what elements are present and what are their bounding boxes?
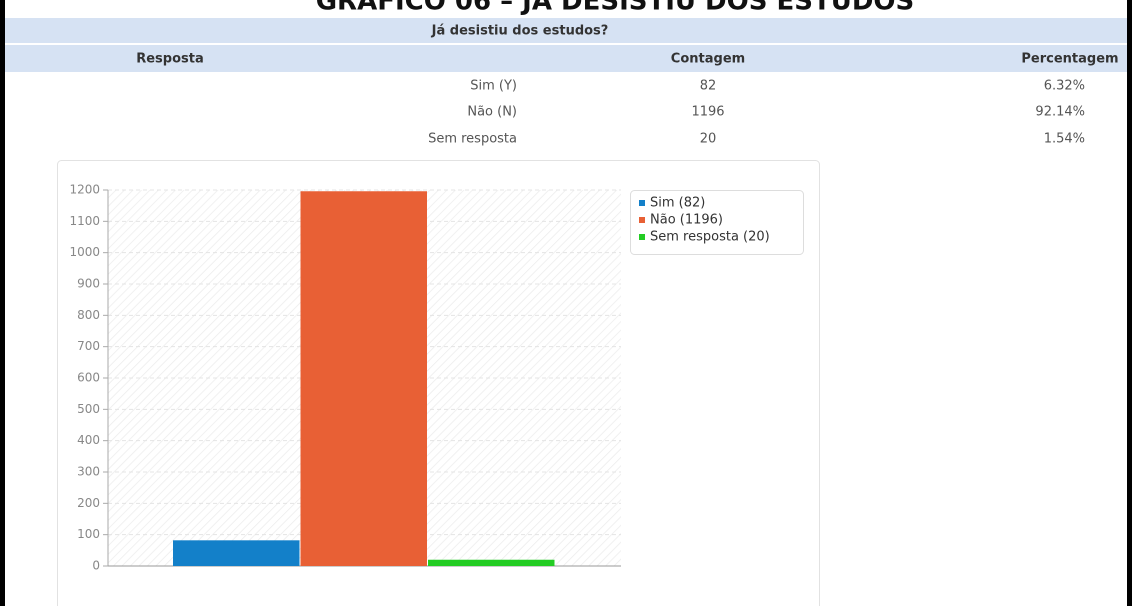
column-header: Percentagem — [1021, 52, 1118, 67]
y-tick-label: 600 — [77, 371, 100, 385]
column-header: Resposta — [136, 52, 204, 67]
table-title: Já desistiu dos estudos? — [431, 24, 609, 39]
legend-label: Não (1196) — [650, 213, 723, 228]
bar — [173, 540, 300, 566]
heading: GRÁFICO 06 – JÁ DESISTIU DOS ESTUDOS — [316, 0, 915, 17]
row-count: 1196 — [691, 105, 724, 120]
row-percent: 6.32% — [1044, 79, 1085, 94]
table-header-row — [5, 45, 1127, 72]
y-tick-label: 400 — [77, 433, 100, 447]
legend-box — [630, 190, 804, 255]
bar — [428, 559, 555, 566]
bar — [300, 191, 427, 566]
column-header: Contagem — [671, 52, 745, 67]
y-tick-label: 500 — [77, 402, 100, 416]
row-label: Não (N) — [467, 105, 517, 120]
y-tick-label: 900 — [77, 277, 100, 291]
legend-label: Sem resposta (20) — [650, 230, 770, 245]
y-tick-label: 200 — [77, 496, 100, 510]
legend-swatch — [639, 217, 645, 223]
row-count: 82 — [700, 79, 717, 94]
row-percent: 1.54% — [1044, 132, 1085, 147]
y-tick-label: 700 — [77, 339, 100, 353]
legend-label: Sim (82) — [650, 196, 705, 211]
legend-swatch — [639, 234, 645, 240]
row-percent: 92.14% — [1035, 105, 1085, 120]
legend-swatch — [639, 200, 645, 206]
row-label: Sem resposta — [428, 132, 517, 147]
y-tick-label: 100 — [77, 527, 100, 541]
y-tick-label: 300 — [77, 465, 100, 479]
y-tick-label: 1100 — [69, 214, 100, 228]
y-tick-label: 800 — [77, 308, 100, 322]
row-label: Sim (Y) — [470, 79, 517, 94]
y-tick-label: 1200 — [69, 183, 100, 197]
table-title-row — [5, 18, 1127, 43]
y-tick-label: 1000 — [69, 245, 100, 259]
y-tick-label: 0 — [92, 559, 100, 573]
frame-left — [0, 0, 5, 606]
row-count: 20 — [700, 132, 717, 147]
frame-right — [1127, 0, 1132, 606]
